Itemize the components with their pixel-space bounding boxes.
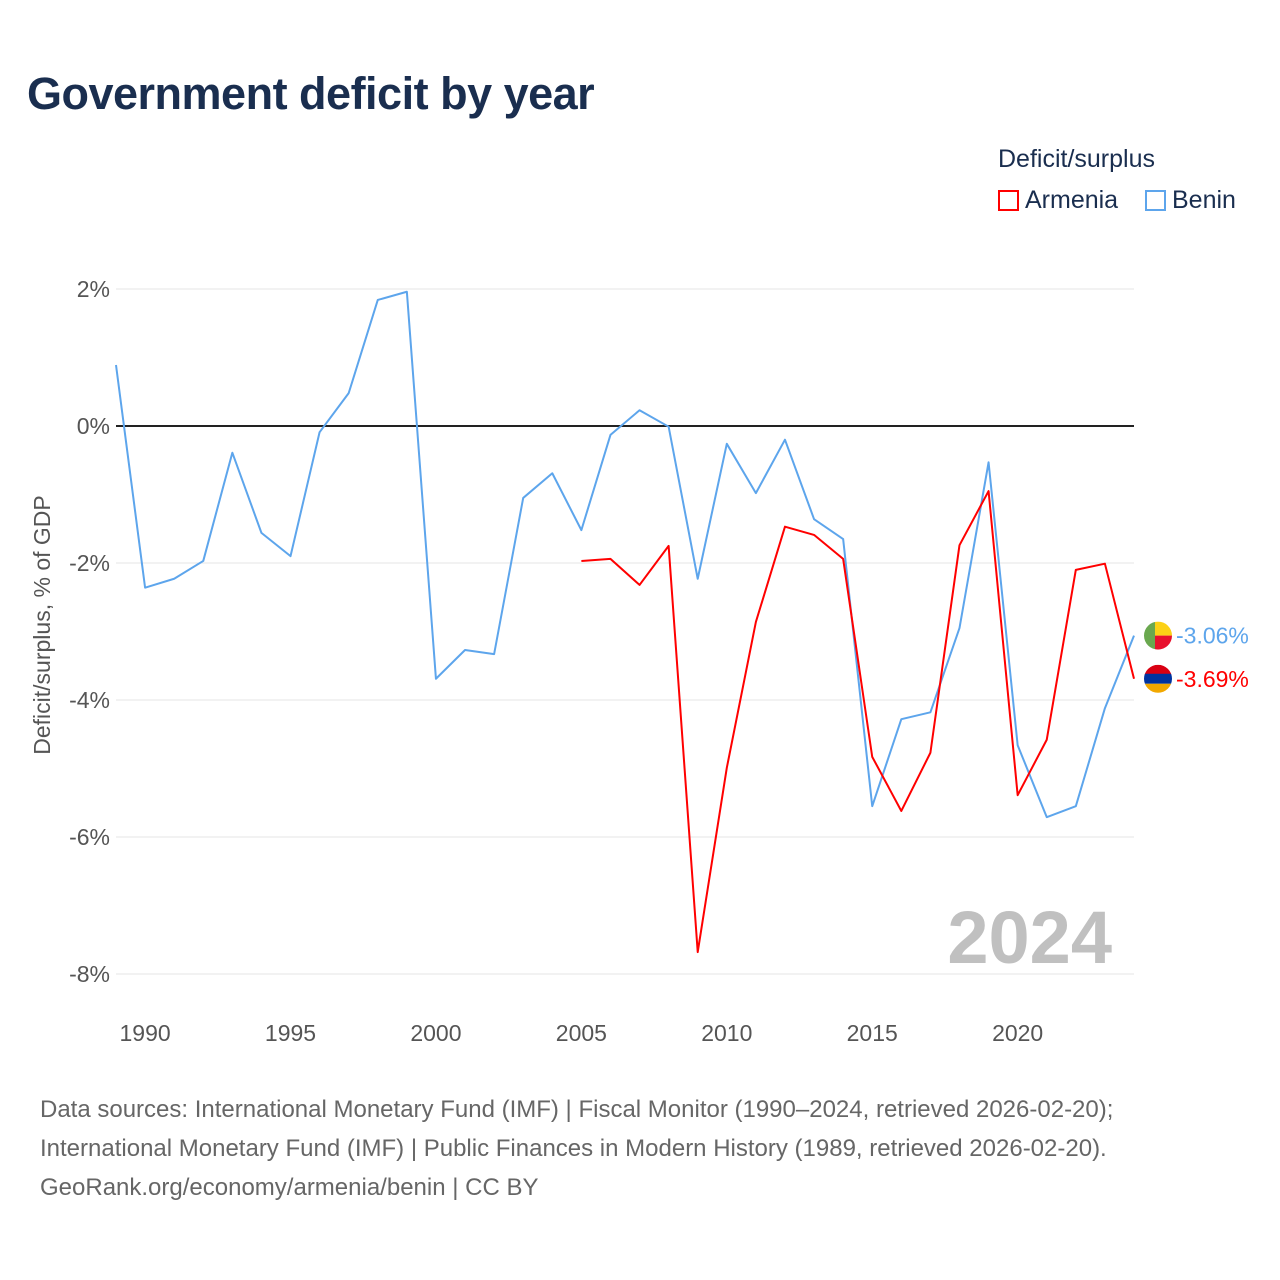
end-label-benin: -3.06% <box>1176 623 1249 649</box>
legend-item-armenia[interactable]: Armenia <box>998 186 1118 215</box>
series-line-armenia[interactable] <box>581 490 1135 954</box>
x-tick-label: 1990 <box>119 1020 170 1046</box>
legend-title: Deficit/surplus <box>998 145 1155 173</box>
footer: Data sources: International Monetary Fun… <box>40 1090 1113 1207</box>
y-tick-label: 2% <box>77 276 110 302</box>
source-line-1: Data sources: International Monetary Fun… <box>40 1096 1114 1123</box>
y-tick-label: -6% <box>69 824 110 850</box>
x-tick-label: 2015 <box>847 1020 898 1046</box>
y-tick-label: 0% <box>77 413 110 439</box>
x-tick-label: 2020 <box>992 1020 1043 1046</box>
source-url[interactable]: GeoRank.org/economy/armenia/benin | CC B… <box>40 1174 539 1201</box>
y-tick-label: -8% <box>69 961 110 987</box>
legend-label-armenia: Armenia <box>1025 186 1119 214</box>
legend-item-benin[interactable]: Benin <box>1145 186 1236 215</box>
x-tick-label: 2000 <box>410 1020 461 1046</box>
x-tick-label: 2010 <box>701 1020 752 1046</box>
x-tick-label: 2005 <box>556 1020 607 1046</box>
source-line-2: International Monetary Fund (IMF) | Publ… <box>40 1135 1107 1162</box>
plot-area: 2% 0% -2% -4% -6% -8% 1990 1995 2000 2005 2010 2015… <box>29 276 1249 1046</box>
legend-swatch-benin <box>1145 190 1166 211</box>
x-tick-label: 1995 <box>265 1020 316 1046</box>
series-line-benin[interactable] <box>115 290 1135 819</box>
armenia-flag-icon <box>1144 664 1172 693</box>
y-tick-label: -2% <box>69 550 110 576</box>
legend-label-benin: Benin <box>1172 186 1236 214</box>
benin-flag-icon <box>1144 621 1172 650</box>
legend-swatch-armenia <box>998 190 1019 211</box>
chart-title: Government deficit by year <box>27 68 595 119</box>
y-tick-label: -4% <box>69 687 110 713</box>
end-label-armenia: -3.69% <box>1176 666 1249 692</box>
year-watermark: 2024 <box>947 896 1112 979</box>
y-axis-label: Deficit/surplus, % of GDP <box>29 495 55 754</box>
